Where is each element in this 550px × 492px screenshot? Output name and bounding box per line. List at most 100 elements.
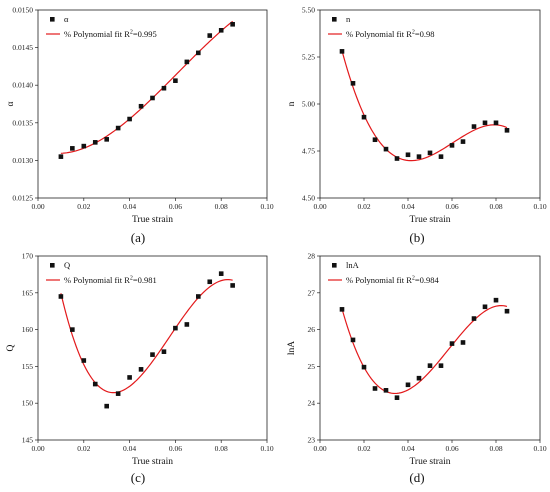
legend-fit-value: =0.981 [133, 275, 157, 285]
legend-fit-label: % Polynomial fit R2=0.984 [346, 275, 440, 285]
data-point [207, 279, 213, 285]
data-point [218, 28, 224, 33]
x-axis-label: True strain [409, 215, 450, 225]
data-point [350, 81, 356, 86]
data-point [161, 85, 167, 91]
legend-series-label: Q [64, 260, 70, 270]
data-point [339, 307, 345, 312]
data-point [449, 143, 455, 148]
legend-marker-square [332, 263, 337, 268]
polynomial-fit-line [341, 304, 508, 395]
y-tick-label: 165 [22, 288, 34, 297]
y-tick-label: 23 [308, 436, 316, 445]
data-point [482, 304, 488, 310]
legend-fit-label: % Polynomial fit R2=0.995 [64, 29, 157, 39]
data-point [70, 146, 75, 151]
legend-fit-superscript: 2 [130, 276, 133, 282]
data-point [230, 21, 235, 27]
data-point [207, 33, 213, 38]
y-tick-label: 0.0140 [12, 81, 33, 90]
data-point [70, 327, 75, 332]
y-tick-label: 0.0135 [12, 118, 33, 127]
data-point [127, 375, 132, 380]
x-tick-label: 0.06 [169, 202, 182, 211]
y-tick-label: 0.0125 [12, 194, 33, 203]
x-tick-label: 0.00 [313, 202, 326, 211]
data-point [471, 316, 477, 321]
data-point [127, 116, 132, 122]
panel-caption: (b) [409, 230, 424, 245]
chart-panel-a: 0.00 0.02 0.04 0.06 0.08 0.10 0.0125 0.0130 0.01… [6, 6, 274, 246]
x-tick-label: 0.08 [489, 202, 502, 211]
x-tick-label: 0.04 [401, 202, 414, 211]
legend-series-label: n [346, 14, 351, 24]
data-point [161, 349, 167, 354]
data-point [81, 358, 87, 363]
data-point [504, 128, 510, 133]
y-axis-label: Q [6, 344, 16, 351]
data-point [115, 391, 121, 396]
x-tick-label: 0.10 [533, 202, 546, 211]
data-point [449, 341, 455, 346]
chart-panel-b: 0.00 0.02 0.04 0.06 0.08 0.10 4.50 4.75 5.00 5.25… [287, 6, 547, 246]
x-tick-label: 0.00 [31, 444, 44, 453]
x-tick-label: 0.08 [215, 444, 228, 453]
data-point [361, 364, 367, 370]
legend-marker-square [50, 17, 55, 22]
data-point [92, 140, 98, 145]
data-point [493, 120, 499, 126]
legend-fit-superscript: 2 [412, 30, 415, 36]
x-tick-label: 0.06 [445, 202, 458, 211]
y-axis-label: n [287, 101, 297, 106]
data-point [138, 367, 144, 372]
data-point [427, 150, 433, 156]
legend-series-label: lnA [346, 260, 360, 270]
y-axis-label: lnA [287, 341, 297, 355]
legend-marker-square [332, 17, 337, 22]
data-point [416, 375, 422, 381]
data-point [196, 50, 201, 56]
y-tick-label: 150 [22, 399, 34, 408]
data-point [92, 381, 98, 387]
panel-caption: (d) [409, 470, 424, 485]
data-point [383, 146, 389, 152]
x-tick-label: 0.02 [77, 444, 90, 453]
legend-fit-value: =0.995 [133, 29, 157, 39]
x-tick-label: 0.00 [31, 202, 44, 211]
x-axis-label: True strain [132, 215, 173, 225]
data-point [196, 294, 201, 299]
x-tick-label: 0.08 [489, 444, 502, 453]
y-tick-label: 26 [308, 325, 316, 334]
legend-fit-superscript: 2 [412, 276, 415, 282]
data-point [372, 137, 378, 143]
legend-marker-square [50, 263, 55, 268]
panel-caption: (c) [131, 470, 145, 485]
x-tick-label: 0.10 [260, 444, 273, 453]
polynomial-fit-line [341, 50, 508, 162]
data-point [438, 363, 444, 368]
y-tick-label: 28 [308, 252, 316, 261]
x-tick-label: 0.10 [533, 444, 546, 453]
y-tick-label: 160 [22, 325, 34, 334]
y-tick-label: 145 [22, 436, 34, 445]
y-tick-label: 170 [22, 252, 34, 261]
y-tick-label: 0.0145 [12, 43, 33, 52]
y-tick-label: 5.50 [302, 6, 315, 15]
legend-fit-value: =0.984 [415, 275, 440, 285]
legend-fit-superscript: 2 [130, 30, 133, 36]
y-axis-label: α [6, 101, 16, 106]
data-point [81, 143, 87, 149]
data-point [58, 154, 64, 159]
data-point [361, 114, 367, 120]
x-tick-label: 0.04 [123, 202, 136, 211]
x-tick-label: 0.00 [313, 444, 326, 453]
data-point [504, 308, 510, 314]
polynomial-fit-line [60, 20, 234, 154]
legend-fit-name: % Polynomial fit R [346, 275, 412, 285]
data-point [339, 49, 345, 54]
data-point [184, 322, 190, 327]
legend-fit-label: % Polynomial fit R2=0.981 [64, 275, 157, 285]
data-point [150, 352, 155, 357]
data-point [173, 325, 178, 331]
